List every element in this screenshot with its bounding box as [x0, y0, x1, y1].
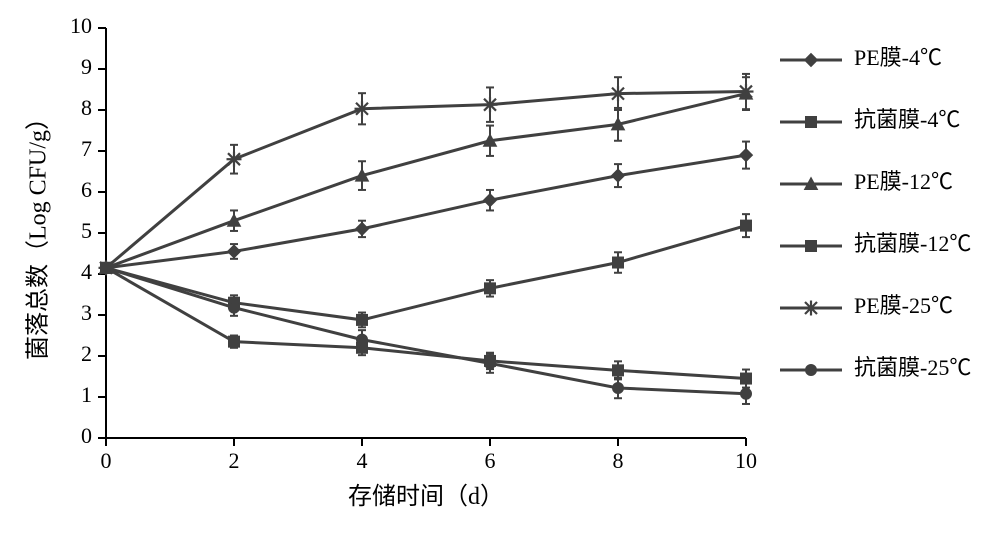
svg-text:0: 0 [81, 423, 92, 448]
legend-label: 抗菌膜-4℃ [854, 107, 960, 132]
y-axis-label: 菌落总数（Log CFU/g） [25, 106, 52, 360]
svg-text:9: 9 [81, 54, 92, 79]
svg-text:4: 4 [357, 448, 368, 473]
x-axis-label: 存储时间（d） [348, 483, 504, 510]
svg-text:10: 10 [70, 13, 92, 38]
svg-text:0: 0 [101, 448, 112, 473]
svg-text:2: 2 [81, 341, 92, 366]
legend-label: 抗菌膜-12℃ [854, 231, 971, 256]
svg-text:2: 2 [229, 448, 240, 473]
svg-text:10: 10 [735, 448, 757, 473]
svg-text:7: 7 [81, 136, 92, 161]
legend-label: PE膜-12℃ [854, 169, 953, 194]
line-chart: 0 1 2 3 4 5 6 7 8 9 10 菌落总数（Log CFU/g） 0 2 4 6 8 10 存储时间（d… [0, 0, 1000, 536]
svg-text:3: 3 [81, 300, 92, 325]
svg-text:6: 6 [81, 177, 92, 202]
svg-text:6: 6 [485, 448, 496, 473]
svg-text:1: 1 [81, 382, 92, 407]
legend-label: PE膜-4℃ [854, 45, 942, 70]
svg-text:8: 8 [613, 448, 624, 473]
legend-label: PE膜-25℃ [854, 293, 953, 318]
legend-label: 抗菌膜-25℃ [854, 355, 971, 380]
svg-text:4: 4 [81, 259, 92, 284]
svg-text:8: 8 [81, 95, 92, 120]
svg-text:5: 5 [81, 218, 92, 243]
